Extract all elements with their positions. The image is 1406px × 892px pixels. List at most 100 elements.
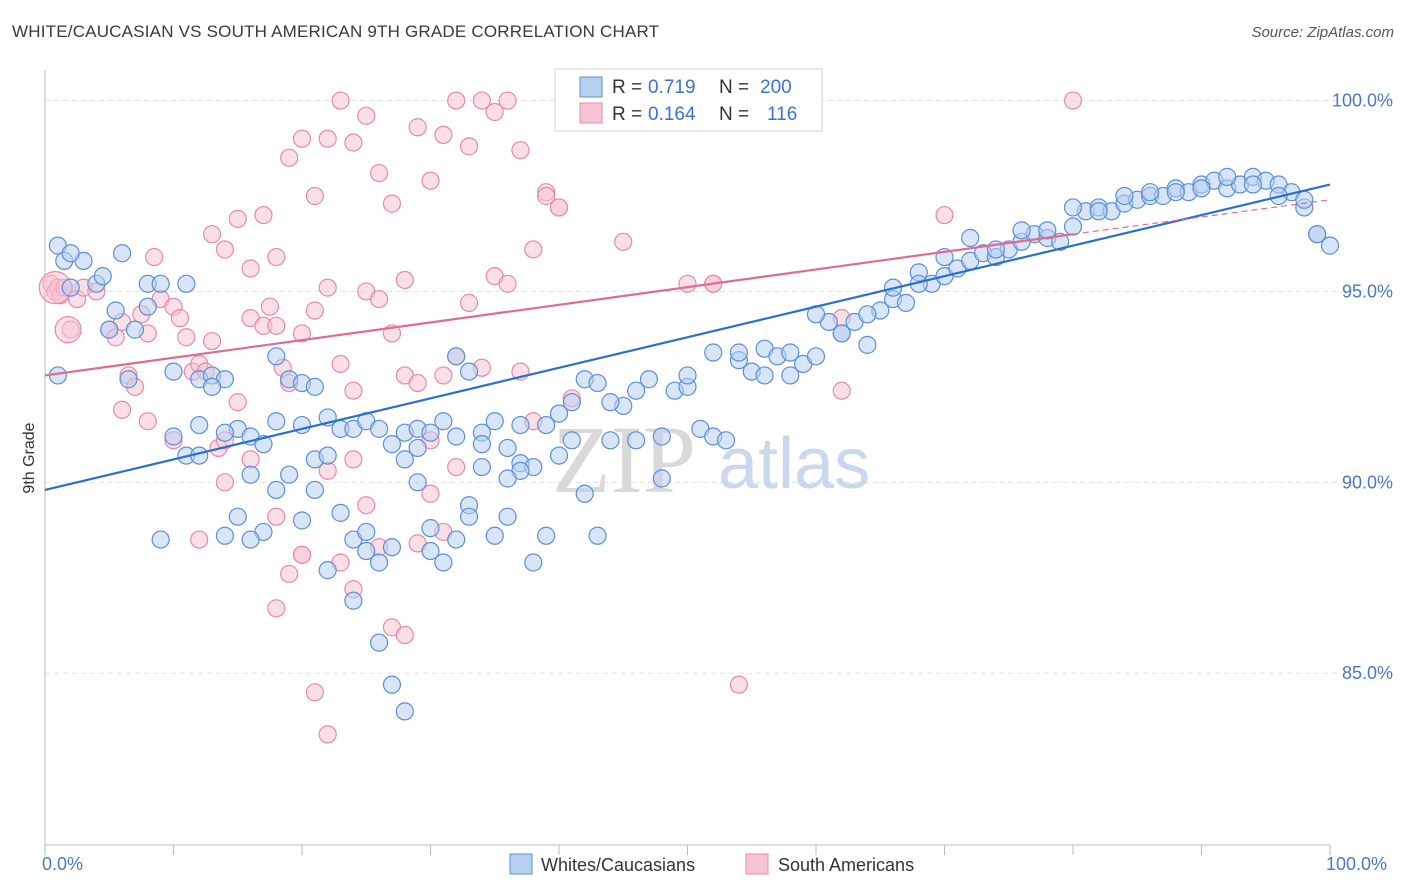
south-american-point <box>408 118 427 137</box>
white-point <box>858 335 877 354</box>
trend-lines <box>44 183 1331 492</box>
white-point <box>202 377 222 396</box>
x-tick-marks <box>44 845 1331 855</box>
legend-n-label-pink: N = <box>719 104 749 125</box>
white-point <box>678 366 697 385</box>
legend-n-value-pink: 116 <box>767 104 797 125</box>
white-point <box>395 450 414 469</box>
white-point <box>459 362 479 381</box>
south-american-point <box>935 205 954 225</box>
white-point <box>241 465 260 484</box>
south-american-point <box>228 393 247 412</box>
white-point <box>138 297 157 316</box>
white-point <box>357 522 376 542</box>
south-american-point <box>357 106 376 125</box>
white-point <box>382 675 402 694</box>
south-american-point <box>331 354 350 374</box>
white-point <box>434 553 453 572</box>
south-american-point <box>318 725 337 744</box>
white-point <box>318 446 337 465</box>
south-american-point <box>357 496 376 515</box>
south-american-point <box>177 328 196 347</box>
south-american-point <box>370 289 389 309</box>
white-point <box>729 343 749 362</box>
white-point <box>305 480 324 500</box>
white-point <box>151 274 170 293</box>
white-point <box>652 469 671 488</box>
white-point <box>524 553 543 572</box>
white-point <box>1166 183 1185 202</box>
south-american-point <box>549 198 569 217</box>
south-american-point <box>280 148 299 167</box>
legend-swatch-pink <box>579 102 603 124</box>
legend-swatch-blue <box>579 76 603 98</box>
whites-points <box>48 167 1340 721</box>
white-point <box>896 293 916 312</box>
y-tick-label: 90.0% <box>1342 472 1393 492</box>
white-point <box>575 484 594 503</box>
white-point <box>408 473 427 492</box>
south-american-point <box>267 507 286 526</box>
white-point <box>228 507 247 526</box>
legend-r-label-pink: R = <box>612 104 642 125</box>
south-american-point <box>408 373 427 393</box>
white-point <box>93 267 112 286</box>
south-american-point <box>447 457 466 477</box>
white-point <box>961 228 980 248</box>
south-american-point <box>267 599 286 618</box>
south-americans-trend-line <box>44 233 1074 377</box>
south-american-point <box>344 133 363 152</box>
white-point <box>382 435 402 454</box>
white-point <box>832 324 851 343</box>
y-tick-label: 100.0% <box>1332 91 1393 111</box>
white-point <box>1295 190 1314 209</box>
white-point <box>1063 217 1083 236</box>
south-american-point <box>260 297 279 316</box>
south-american-point <box>498 91 517 110</box>
south-american-point <box>190 530 209 549</box>
white-point <box>151 530 170 549</box>
white-point <box>215 423 234 442</box>
white-point <box>601 393 620 412</box>
legend-n-label-blue: N = <box>719 77 749 98</box>
white-point <box>639 370 659 389</box>
y-tick-labels: 85.0% 90.0% 95.0% 100.0% <box>1332 91 1393 684</box>
bottom-legend-swatch-pink <box>745 853 769 875</box>
south-american-point <box>395 270 414 290</box>
bottom-legend-label-whites: Whites/Caucasians <box>541 855 695 875</box>
white-point <box>177 274 196 293</box>
white-point <box>549 404 569 423</box>
south-american-point <box>614 232 633 251</box>
y-axis-label: 9th Grade <box>21 422 38 493</box>
legend-r-value-blue: 0.719 <box>648 77 696 98</box>
white-point <box>781 343 800 362</box>
white-point <box>267 412 286 431</box>
south-american-point <box>832 381 851 400</box>
south-american-point <box>138 412 157 431</box>
white-point <box>100 320 119 339</box>
south-american-point <box>395 625 414 645</box>
x-tick-label-max: 100.0% <box>1326 854 1387 874</box>
white-point <box>1308 225 1327 244</box>
white-point <box>421 519 440 538</box>
south-american-point <box>498 274 517 293</box>
south-american-point <box>170 309 190 328</box>
south-american-point <box>524 240 543 259</box>
white-point <box>61 244 80 263</box>
south-american-point <box>421 484 440 503</box>
south-american-point <box>292 545 312 564</box>
white-point <box>1012 221 1031 240</box>
white-point <box>241 530 260 549</box>
bottom-legend-label-south-americans: South Americans <box>778 855 914 875</box>
white-point <box>292 511 312 530</box>
white-point <box>434 412 453 431</box>
south-american-point <box>305 683 324 702</box>
south-american-point <box>434 366 453 385</box>
south-american-point <box>537 186 556 206</box>
white-point <box>549 446 569 465</box>
south-american-point <box>292 129 312 148</box>
white-point <box>652 427 671 446</box>
white-point <box>511 415 530 435</box>
white-point <box>447 347 466 366</box>
